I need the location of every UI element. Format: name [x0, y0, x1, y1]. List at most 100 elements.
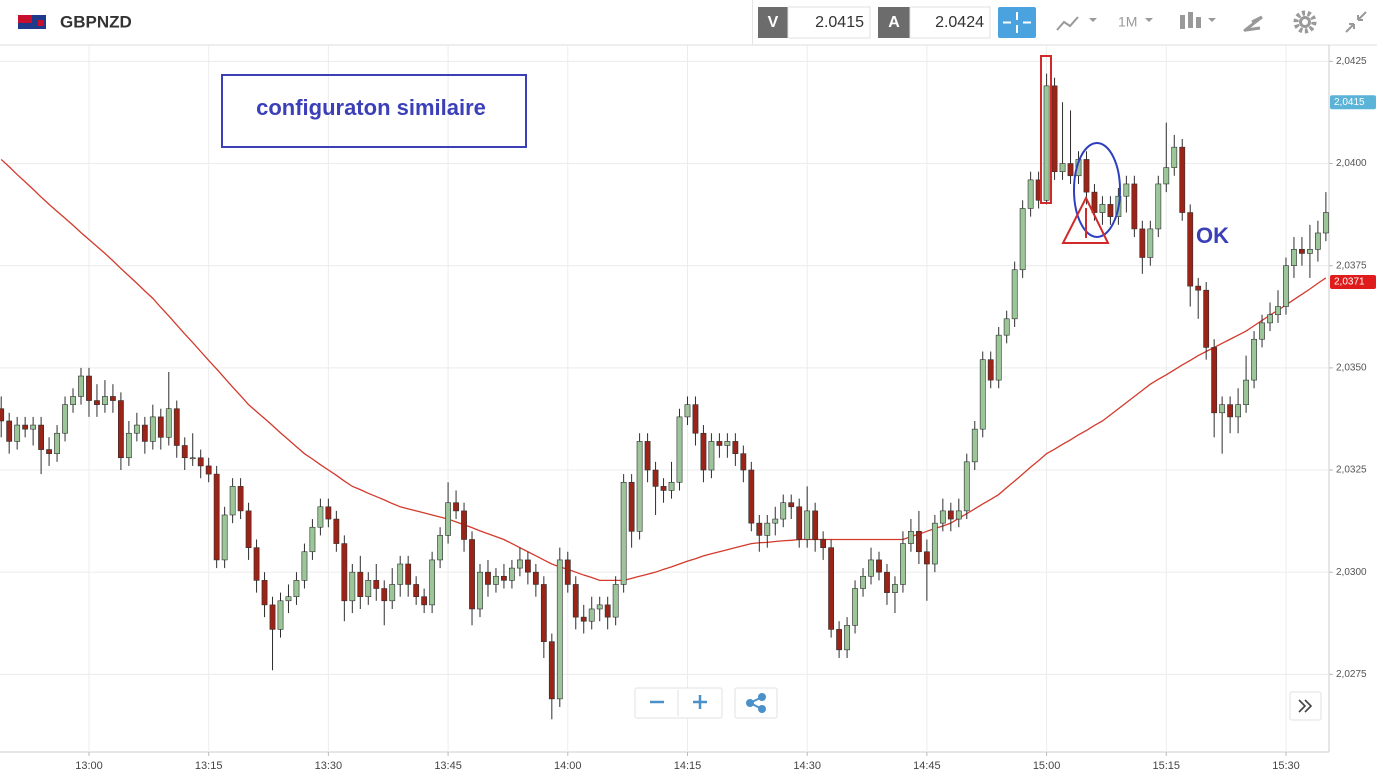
annotation-ok: OK [1196, 223, 1229, 248]
candle-body [453, 502, 459, 512]
candle-body [78, 375, 84, 397]
candle-body [828, 547, 835, 630]
candle-body [14, 424, 21, 442]
candle-body [716, 441, 723, 446]
last-price-label: 2,0415 [1334, 97, 1365, 108]
candle-body [884, 571, 890, 593]
candle-body [740, 453, 747, 471]
candle-body [876, 559, 882, 573]
candle-body [1171, 146, 1178, 168]
sell-button[interactable] [758, 7, 788, 38]
candle-body [38, 424, 44, 450]
y-tick-label: 2,0425 [1336, 56, 1367, 67]
candle-body [501, 575, 507, 581]
candle-body [118, 400, 124, 459]
candle-body [684, 404, 691, 418]
ma-price-tag [1330, 275, 1376, 290]
candle-body [405, 563, 412, 585]
candle-body [94, 400, 100, 405]
candle-body [1147, 228, 1154, 258]
buy-button[interactable] [878, 7, 910, 38]
x-tick-label: 15:30 [1272, 760, 1300, 772]
candle-body [1139, 228, 1146, 258]
candle-body [1043, 85, 1050, 201]
x-tick-label: 13:00 [75, 760, 103, 772]
expand-button[interactable] [1345, 11, 1367, 33]
x-tick-label: 15:15 [1153, 760, 1181, 772]
candle-body [1155, 183, 1162, 230]
x-tick-label: 13:45 [434, 760, 462, 772]
zoom-in[interactable] [693, 695, 707, 709]
candle-body [509, 567, 515, 581]
candle-body [333, 518, 340, 544]
candle-body [1227, 404, 1234, 418]
candle-body [301, 551, 308, 581]
candle-body [1099, 204, 1106, 213]
candle-body [572, 584, 579, 618]
candle-body [556, 559, 563, 700]
y-tick-label: 2,0325 [1336, 465, 1367, 476]
candle-body [604, 604, 611, 618]
candle-body [1251, 338, 1257, 381]
candle-body [532, 571, 539, 585]
candle-body [620, 481, 627, 585]
x-tick-label: 13:30 [315, 760, 343, 772]
buy-price-box[interactable] [909, 6, 991, 39]
candle-body [1259, 322, 1265, 340]
candle-body [213, 473, 220, 561]
candle-body [1315, 232, 1321, 250]
candle-body [804, 510, 811, 540]
share-icon [746, 693, 766, 713]
candle-body [931, 522, 938, 565]
candle-body [708, 441, 715, 471]
candle-body [1195, 285, 1202, 291]
share-button[interactable] [734, 687, 778, 719]
candle-body [189, 457, 196, 460]
candle-body [955, 510, 962, 520]
crosshair-button[interactable] [998, 7, 1036, 38]
candle-body [269, 604, 276, 630]
candle-body [125, 432, 132, 459]
candle-body [1235, 404, 1241, 418]
candle-body [381, 588, 388, 602]
candle-body [309, 526, 316, 553]
chart-type-button[interactable] [1180, 12, 1216, 29]
candle-body [772, 518, 779, 524]
timeframe[interactable]: 1M [1118, 14, 1137, 30]
annotation-text: configuraton similaire [256, 95, 486, 120]
candle-body [923, 551, 930, 565]
draw-button[interactable] [1243, 15, 1263, 33]
ma-price-label: 2,0371 [1334, 277, 1365, 288]
candle-body [341, 543, 348, 602]
candle-body [1219, 404, 1226, 414]
candle-body [1307, 249, 1313, 254]
candle-body [820, 539, 827, 548]
candle-body [1059, 163, 1066, 172]
sell-price-box[interactable] [787, 6, 871, 39]
flag-icon [18, 15, 46, 29]
candle-body [660, 486, 667, 491]
highlight-rect [1040, 55, 1052, 204]
candle-body [1187, 212, 1194, 287]
candle-body [540, 584, 547, 642]
candle-body [46, 449, 52, 454]
candle-body [1211, 347, 1218, 414]
candle-body [668, 481, 675, 491]
candle-body [1027, 179, 1034, 209]
candle-body [469, 539, 475, 610]
candle-body [477, 571, 483, 610]
axis: 2,0275 2,0300 2,0325 2,0350 2,0375 2,0400 2,04… [75, 56, 1376, 772]
candle-body [389, 584, 396, 602]
candle-body [102, 396, 108, 405]
candle-body [1299, 249, 1305, 254]
candle-body [141, 424, 148, 442]
candle-body [588, 608, 595, 622]
y-tick-label: 2,0350 [1336, 362, 1367, 373]
timeframe-caret [1145, 18, 1153, 22]
candle-body [1267, 314, 1273, 324]
indicator-button[interactable] [1056, 16, 1097, 31]
buy-label: A [888, 14, 900, 31]
annotation-box [221, 74, 527, 148]
settings-button[interactable] [1293, 10, 1317, 34]
symbol: GBPNZD [60, 12, 132, 31]
